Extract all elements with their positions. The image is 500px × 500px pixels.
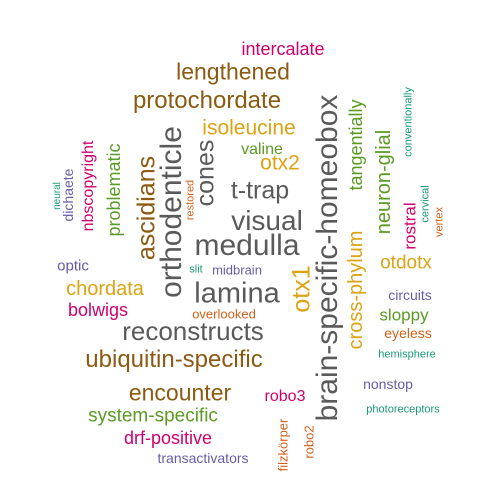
- word-overlooked: overlooked: [192, 306, 256, 322]
- word-valine: valine: [241, 141, 283, 158]
- word-vertex: vertex: [433, 207, 446, 237]
- word-cones: cones: [191, 139, 220, 207]
- word-midbrain: midbrain: [212, 262, 262, 278]
- word-orthodenticle: orthodenticle: [155, 126, 188, 298]
- word-cross-phylum: cross-phylum: [345, 230, 367, 350]
- word-rostral: rostral: [400, 202, 420, 250]
- word-visual: visual: [231, 205, 303, 236]
- word-nbscopyright: nbscopyright: [80, 140, 97, 232]
- word-eyeless: eyeless: [384, 325, 432, 341]
- word-filzkorper: filzkörper: [275, 418, 291, 472]
- word-chordata: chordata: [66, 278, 144, 300]
- word-protochordate: protochordate: [132, 87, 282, 114]
- word-neuron-glial: neuron-glial: [373, 129, 395, 235]
- word-robo3: robo3: [264, 388, 306, 405]
- word-sloppy: sloppy: [379, 305, 429, 325]
- word-cervical: cervical: [419, 185, 432, 223]
- word-restored: restored: [184, 179, 197, 221]
- word-tangentially: tangentially: [346, 99, 366, 191]
- word-lamina: lamina: [194, 277, 280, 310]
- word-lengthened: lengthened: [176, 58, 290, 85]
- word-slit: slit: [189, 263, 203, 276]
- word-dichaete: dichaete: [60, 168, 76, 222]
- word-encounter: encounter: [128, 379, 232, 406]
- word-ubiquitin-specific: ubiquitin-specific: [85, 346, 263, 373]
- word-otx1: otx1: [287, 265, 316, 313]
- word-bolwigs: bolwigs: [67, 300, 129, 320]
- word-nonstop: nonstop: [363, 376, 413, 392]
- word-circuits: circuits: [388, 287, 432, 303]
- word-medulla: medulla: [194, 229, 300, 262]
- word-otdotx: otdotx: [380, 252, 432, 274]
- word-ascidians: ascidians: [132, 155, 161, 261]
- word-conventionally: conventionally: [402, 87, 415, 157]
- word-brain-specific-homeobox: brain-specific-homeobox: [311, 94, 344, 422]
- word-reconstructs: reconstructs: [122, 316, 264, 346]
- word-intercalate: intercalate: [241, 39, 325, 59]
- word-hemisphere: hemisphere: [378, 348, 436, 361]
- word-neural: neural: [52, 182, 63, 210]
- word-otx2: otx2: [260, 151, 300, 175]
- word-t-trap: t-trap: [230, 176, 290, 205]
- word-photoreceptors: photoreceptors: [366, 403, 440, 416]
- word-robo2: robo2: [301, 425, 317, 459]
- word-problematic: problematic: [104, 143, 124, 237]
- word-drf-positive: drf-positive: [123, 428, 213, 448]
- word-transactivators: transactivators: [157, 450, 249, 466]
- word-isoleucine: isoleucine: [202, 116, 296, 140]
- word-system-specific: system-specific: [88, 405, 218, 427]
- word-optic: optic: [57, 257, 89, 275]
